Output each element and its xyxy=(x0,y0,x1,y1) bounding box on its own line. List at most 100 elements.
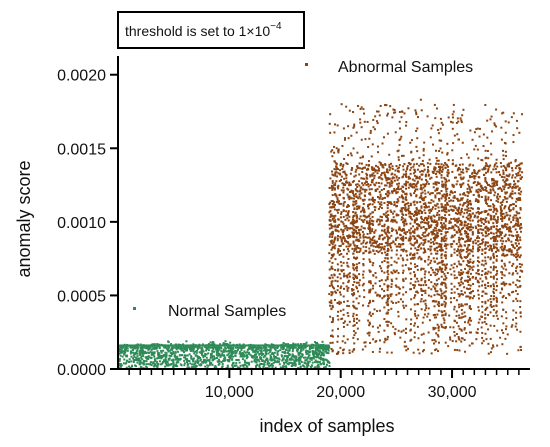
data-point-abnormal xyxy=(357,197,360,200)
data-point-normal xyxy=(291,358,294,361)
data-point-abnormal xyxy=(508,184,511,187)
data-point-abnormal xyxy=(452,326,455,329)
data-point-abnormal xyxy=(487,157,490,160)
data-point-normal xyxy=(253,346,256,349)
data-point-abnormal xyxy=(455,183,458,186)
data-point-normal xyxy=(270,362,273,365)
data-point-normal xyxy=(213,343,216,346)
data-point-abnormal xyxy=(410,166,413,169)
data-point-abnormal xyxy=(410,150,413,153)
data-point-abnormal xyxy=(495,258,498,261)
data-point-abnormal xyxy=(478,318,481,321)
data-point-abnormal xyxy=(490,227,493,230)
data-point-normal xyxy=(228,344,231,347)
data-point-abnormal xyxy=(408,215,411,218)
data-point-normal xyxy=(207,344,210,347)
data-point-abnormal xyxy=(455,340,458,343)
data-point-abnormal xyxy=(490,300,493,303)
data-point-abnormal xyxy=(484,256,487,259)
data-point-abnormal xyxy=(440,270,443,273)
data-point-abnormal xyxy=(432,257,435,260)
data-point-abnormal xyxy=(471,268,474,271)
data-point-normal xyxy=(255,365,258,368)
data-point-abnormal xyxy=(400,238,403,241)
data-point-normal xyxy=(125,346,128,349)
data-point-abnormal xyxy=(360,126,363,129)
data-point-abnormal xyxy=(372,284,375,287)
data-point-abnormal xyxy=(356,165,359,168)
data-point-normal xyxy=(286,355,289,358)
data-point-normal xyxy=(184,349,187,352)
data-point-abnormal xyxy=(370,181,373,184)
data-point-abnormal xyxy=(502,226,505,229)
data-point-abnormal xyxy=(415,317,418,320)
data-point-normal xyxy=(280,344,283,347)
data-point-abnormal xyxy=(514,160,517,163)
data-point-abnormal xyxy=(424,289,427,292)
data-point-abnormal xyxy=(429,274,432,277)
data-point-normal xyxy=(168,354,171,357)
data-point-abnormal xyxy=(417,280,420,283)
data-point-abnormal xyxy=(519,198,522,201)
data-point-abnormal xyxy=(440,139,443,142)
data-point-abnormal xyxy=(424,270,427,273)
data-point-abnormal xyxy=(371,215,374,218)
data-point-abnormal xyxy=(406,254,409,257)
data-point-normal xyxy=(145,365,147,368)
data-point-abnormal xyxy=(500,209,503,212)
data-point-abnormal xyxy=(395,165,398,168)
data-point-abnormal xyxy=(476,328,479,331)
data-point-normal xyxy=(228,355,231,358)
data-point-normal xyxy=(215,348,218,351)
data-point-normal xyxy=(218,360,221,363)
data-point-abnormal xyxy=(427,255,430,258)
data-point-normal xyxy=(143,346,146,349)
data-point-abnormal xyxy=(357,281,360,284)
data-point-abnormal xyxy=(438,302,441,305)
data-point-abnormal xyxy=(457,120,460,123)
data-point-abnormal xyxy=(342,233,345,236)
data-point-abnormal xyxy=(329,113,332,116)
data-point-abnormal xyxy=(441,123,444,126)
data-point-abnormal xyxy=(347,125,350,128)
data-point-abnormal xyxy=(393,333,396,336)
data-point-abnormal xyxy=(384,196,386,199)
data-point-abnormal xyxy=(348,275,351,278)
data-point-abnormal xyxy=(448,213,451,216)
data-point-abnormal xyxy=(496,300,499,303)
data-point-abnormal xyxy=(330,282,333,285)
data-point-abnormal xyxy=(512,207,515,210)
data-point-normal xyxy=(286,344,289,347)
data-point-abnormal xyxy=(393,109,396,111)
data-point-abnormal xyxy=(423,276,426,279)
data-point-normal xyxy=(186,346,189,349)
data-point-abnormal xyxy=(340,202,343,205)
data-point-abnormal xyxy=(331,149,334,152)
data-point-abnormal xyxy=(352,147,355,150)
data-point-abnormal xyxy=(331,180,334,183)
data-point-abnormal xyxy=(359,197,362,200)
data-point-abnormal xyxy=(383,187,386,190)
data-point-abnormal xyxy=(458,199,461,202)
data-point-abnormal xyxy=(503,166,506,169)
data-point-normal xyxy=(276,351,279,354)
data-point-normal xyxy=(301,355,304,358)
data-point-normal xyxy=(167,344,170,347)
data-point-normal xyxy=(302,342,305,345)
data-point-abnormal xyxy=(455,310,458,313)
data-point-abnormal xyxy=(407,186,410,189)
data-point-abnormal xyxy=(421,210,424,213)
data-point-abnormal xyxy=(455,225,458,228)
data-point-abnormal xyxy=(334,220,337,223)
data-point-abnormal xyxy=(352,273,355,276)
data-point-normal xyxy=(140,344,143,347)
data-point-abnormal xyxy=(508,162,511,165)
data-point-abnormal xyxy=(352,233,355,236)
data-point-abnormal xyxy=(383,171,386,174)
data-point-abnormal xyxy=(405,208,408,211)
data-point-abnormal xyxy=(413,228,416,231)
data-point-abnormal xyxy=(355,307,358,310)
data-point-abnormal xyxy=(440,121,443,124)
data-point-normal xyxy=(146,366,149,369)
data-point-normal xyxy=(227,344,230,347)
